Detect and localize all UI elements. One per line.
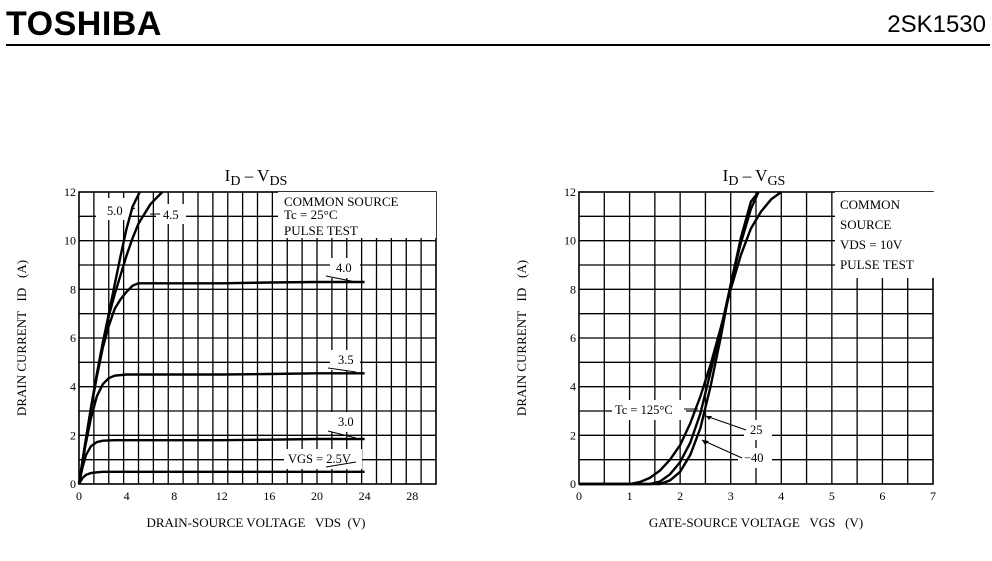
- x-tick-label: 5: [829, 489, 835, 503]
- title-part: GS: [767, 174, 785, 189]
- y-tick-label: 0: [570, 477, 576, 491]
- chart2-frame: [578, 191, 934, 485]
- y-tick-label: 2: [570, 428, 576, 442]
- chart1-note-box: [278, 192, 436, 238]
- chart2-leader-40: [701, 439, 743, 459]
- series-curve-4: [77, 372, 365, 485]
- x-tick-label: 28: [406, 489, 418, 503]
- chart1-note-line: COMMON SOURCE: [284, 194, 399, 209]
- x-tick-label: 24: [359, 489, 371, 503]
- chart1-curve-label: 5.0: [107, 204, 123, 218]
- part-number: 2SK1530: [887, 11, 986, 38]
- title-part: D: [230, 174, 240, 189]
- x-tick-label: 4: [124, 489, 130, 503]
- title-part: DS: [269, 174, 287, 189]
- title-part: I: [723, 166, 729, 185]
- header-rule: [6, 44, 990, 46]
- x-tick-label: 8: [171, 489, 177, 503]
- chart1-label-bg-5: [96, 198, 130, 220]
- series-curve-6: [77, 470, 365, 485]
- chart2-note-line: PULSE TEST: [840, 257, 914, 272]
- chart1-label-bg-45: [156, 204, 186, 224]
- chart2-arrowhead: [706, 416, 712, 420]
- x-tick-label: 0: [76, 489, 82, 503]
- chart2-note-line: COMMON: [840, 197, 901, 212]
- title-part: – V: [738, 166, 768, 185]
- series-curve-3: [579, 191, 760, 486]
- y-tick-label: 8: [570, 282, 576, 296]
- brand-logo: TOSHIBA: [6, 5, 162, 43]
- series-curve-5: [77, 437, 365, 485]
- chart2-note-box: [835, 192, 934, 278]
- chart-title: ID – VDS: [225, 166, 288, 189]
- y-tick-label: 4: [570, 380, 576, 394]
- x-tick-label: 12: [216, 489, 228, 503]
- title-part: D: [728, 174, 738, 189]
- chart1-leader: [325, 461, 357, 468]
- chart1-curve-label: VGS = 2.5V: [288, 452, 351, 466]
- x-tick-label: 1: [627, 489, 633, 503]
- x-tick-label: 20: [311, 489, 323, 503]
- y-tick-label: 8: [70, 282, 76, 296]
- y-axis-label: DRAIN CURRENT ID (A): [514, 260, 529, 416]
- chart1-label-bg-35: [330, 350, 360, 370]
- y-tick-label: 0: [70, 477, 76, 491]
- chart-title: ID – VGS: [723, 166, 786, 189]
- y-tick-label: 12: [564, 185, 576, 199]
- chart1-curve-label: 4.5: [163, 208, 179, 222]
- y-tick-label: 4: [70, 380, 76, 394]
- chart1-leader: [327, 367, 357, 373]
- chart1-label-bg-30: [330, 412, 360, 432]
- chart2-leader-25: [705, 415, 747, 431]
- title-part: I: [225, 166, 231, 185]
- chart1-label-bg-40: [330, 258, 360, 278]
- x-tick-label: 3: [728, 489, 734, 503]
- chart1-leader: [325, 275, 357, 283]
- chart1-annotations: [96, 192, 436, 469]
- y-tick-label: 6: [70, 331, 76, 345]
- x-axis-label: DRAIN-SOURCE VOLTAGE VDS (V): [146, 515, 365, 530]
- y-tick-label: 6: [570, 331, 576, 345]
- y-tick-label: 10: [64, 234, 76, 248]
- chart1-leader: [327, 430, 357, 439]
- x-tick-label: 7: [930, 489, 936, 503]
- x-tick-label: 16: [263, 489, 275, 503]
- chart2-label-bg-40: [738, 448, 772, 468]
- series-curve-3: [77, 280, 365, 485]
- x-tick-label: 0: [576, 489, 582, 503]
- chart1-curve-label: 3.0: [338, 415, 354, 429]
- x-tick-label: 2: [677, 489, 683, 503]
- y-axis-label: DRAIN CURRENT ID (A): [14, 260, 29, 416]
- y-tick-label: 12: [64, 185, 76, 199]
- chart1-curve-label: 4.0: [336, 261, 352, 275]
- x-tick-label: 4: [778, 489, 784, 503]
- chart2-curve-label: −40: [744, 451, 764, 465]
- chart1-grid: [79, 192, 436, 484]
- y-tick-label: 10: [564, 234, 576, 248]
- chart1-note-line: Tc = 25°C: [284, 207, 338, 222]
- title-part: – V: [240, 166, 270, 185]
- series-curve-1: [579, 191, 783, 486]
- chart2-note-line: VDS = 10V: [840, 237, 903, 252]
- chart2-label-bg-25: [744, 420, 772, 440]
- chart2-arrowhead: [702, 440, 709, 445]
- x-tick-label: 6: [879, 489, 885, 503]
- chart1-leader: [130, 207, 136, 211]
- chart1-curve-label: 3.5: [338, 353, 354, 367]
- y-tick-label: 2: [70, 428, 76, 442]
- chart2-curve-label: 25: [750, 423, 763, 437]
- chart2-curve-label: Tc = 125°C: [615, 403, 673, 417]
- chart1-frame: [78, 191, 437, 485]
- chart2-label-bg-125: [612, 400, 686, 420]
- chart2-annotations: [612, 192, 934, 468]
- x-axis-label: GATE-SOURCE VOLTAGE VGS (V): [649, 515, 863, 530]
- chart1-note-line: PULSE TEST: [284, 223, 358, 238]
- chart2-note-line: SOURCE: [840, 217, 891, 232]
